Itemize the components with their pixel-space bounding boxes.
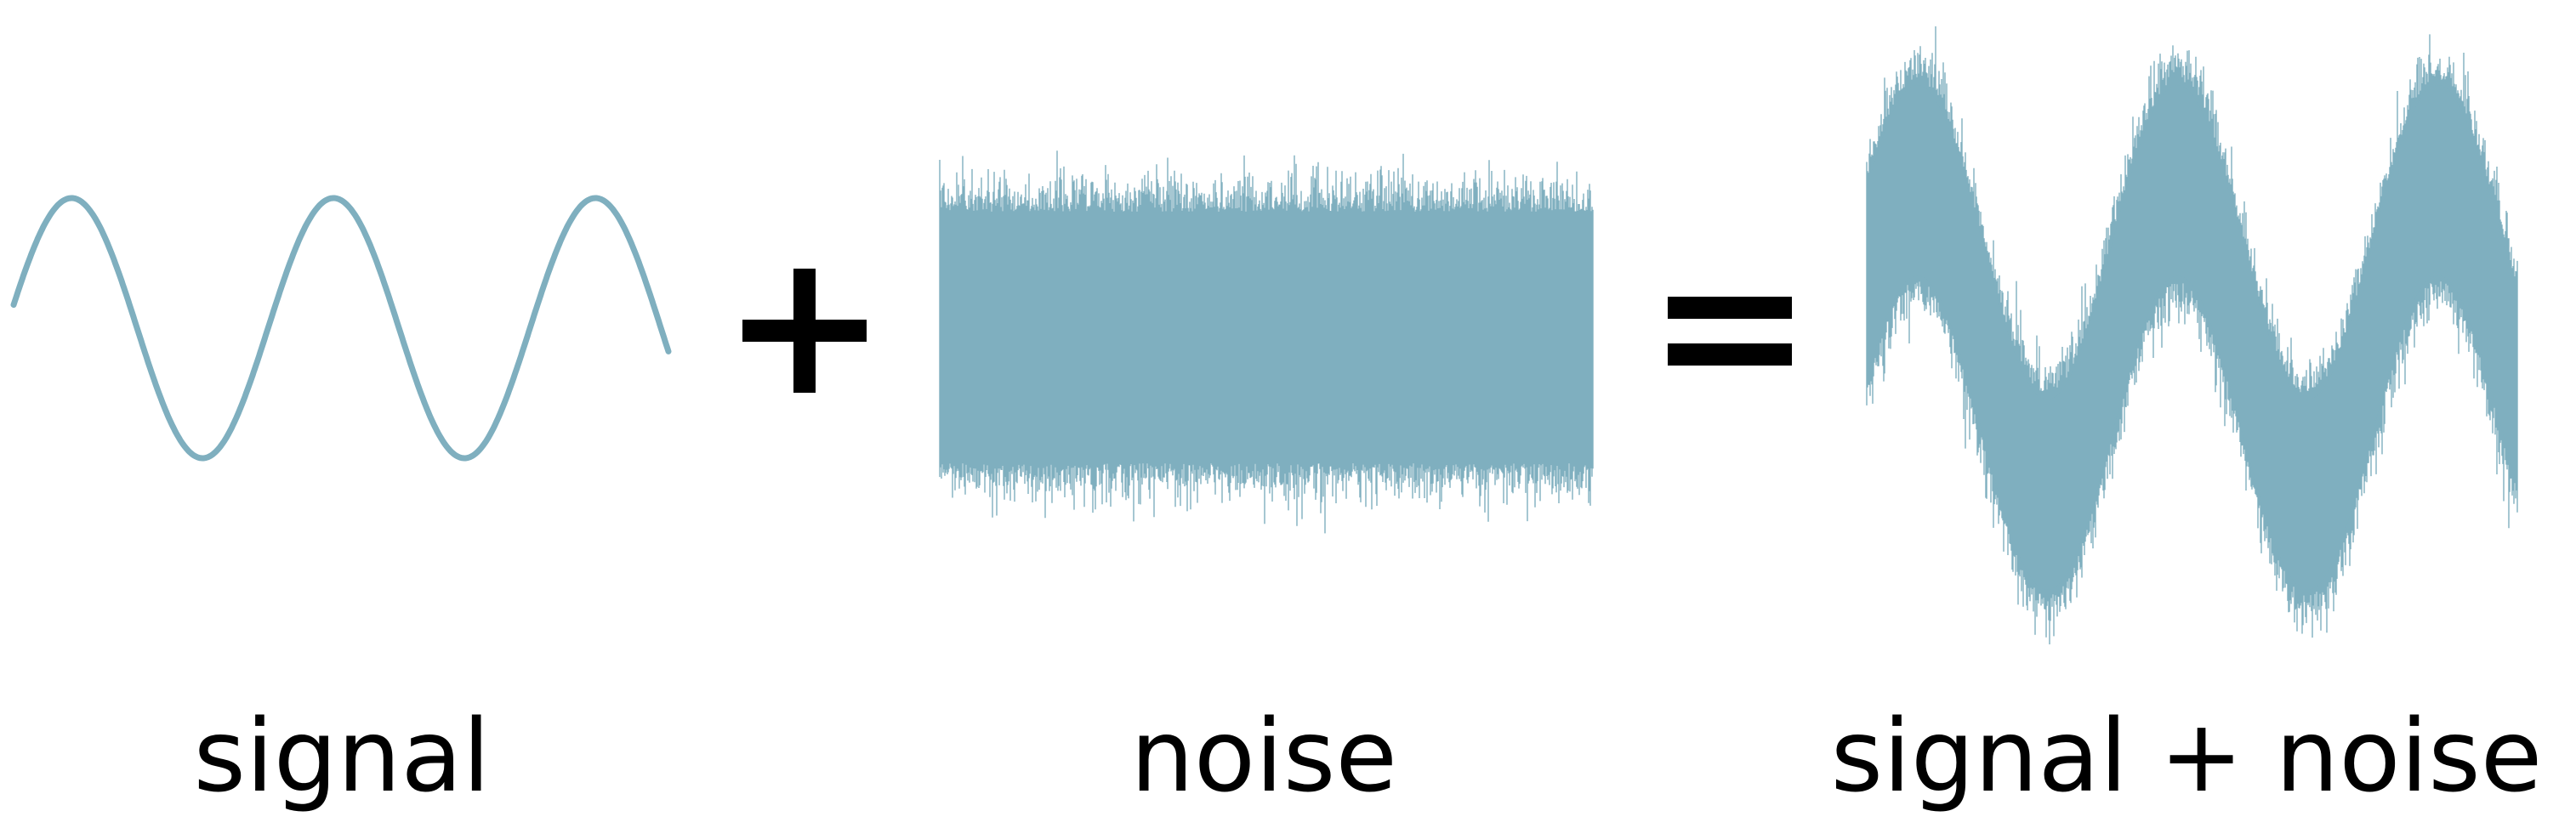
plus-icon-vertical-bar bbox=[793, 269, 816, 393]
noise-wave-core bbox=[940, 217, 1593, 458]
noise-waveform bbox=[939, 150, 1594, 534]
signal-plus-noise-label: signal + noise bbox=[1830, 697, 2543, 814]
equals-icon-bottom-bar bbox=[1668, 343, 1792, 366]
sum-wave-core bbox=[1867, 85, 2517, 590]
signal-wave bbox=[10, 195, 672, 462]
signal-label: signal bbox=[193, 697, 491, 814]
signal-plus-noise-waveform bbox=[1866, 26, 2518, 644]
equals-icon-top-bar bbox=[1668, 297, 1792, 319]
noise-label: noise bbox=[1130, 697, 1397, 814]
